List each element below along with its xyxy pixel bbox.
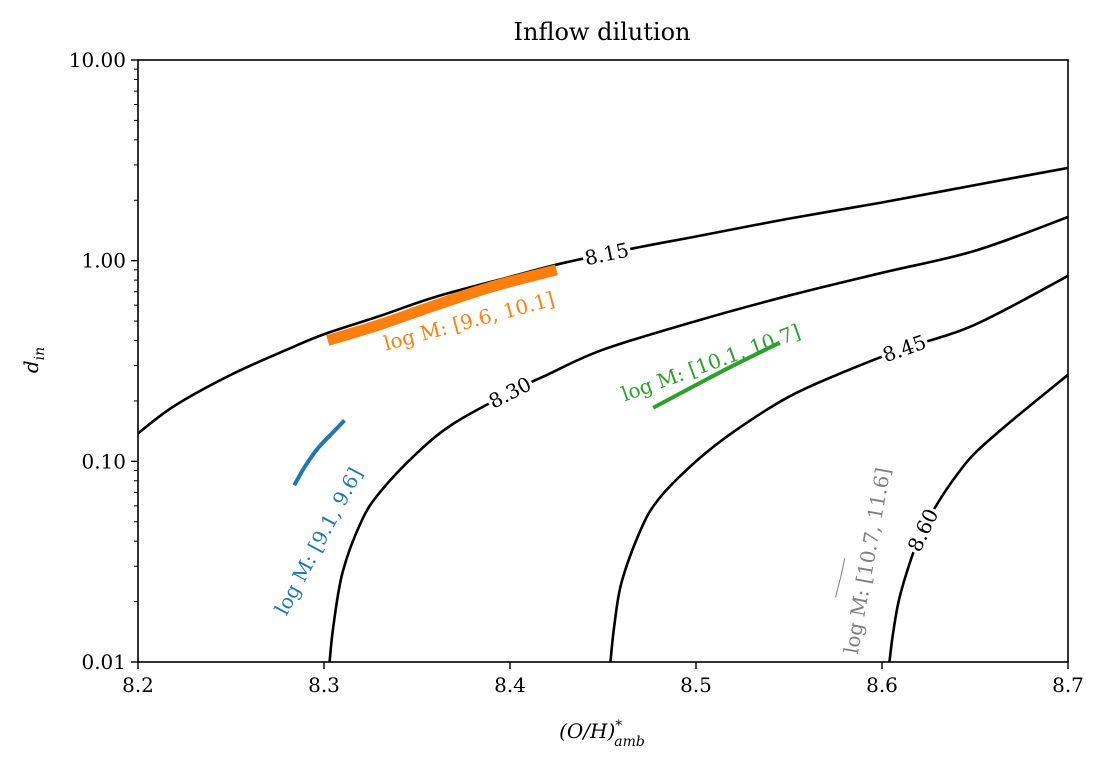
series-label-3: log M: [10.7, 11.6] [839, 466, 895, 656]
contour-label-8.45: 8.45 [879, 330, 929, 367]
x-axis-label: (O/H)* amb [559, 718, 645, 750]
y-tick-label-0: 0.01 [81, 650, 126, 674]
x-tick-label-5: 8.7 [1052, 673, 1084, 697]
contour-line-8.15 [138, 166, 1068, 435]
contour-label-8.60: 8.60 [903, 505, 944, 556]
plot-frame [137, 59, 1069, 663]
contour-label-bg-8.30 [483, 371, 537, 414]
y-axis-label: din [19, 347, 48, 373]
y-tick-label-1: 0.10 [81, 449, 126, 473]
x-tick-label-3: 8.5 [680, 673, 712, 697]
x-tick-label-4: 8.6 [866, 673, 898, 697]
series-line-2 [652, 340, 781, 410]
series-line-3 [835, 557, 846, 598]
chart-title: Inflow dilution [514, 18, 691, 46]
x-axis-label-sub: amb [614, 734, 645, 750]
axes: 8.2 8.3 8.4 8.5 8.6 8.7 0.01 0.10 1.00 10.00 [69, 48, 1084, 697]
series-line-1 [326, 264, 558, 346]
x-tick-label-2: 8.4 [494, 673, 526, 697]
contour-line-8.30 [328, 215, 1068, 662]
x-tick-label-0: 8.2 [122, 673, 154, 697]
x-tick-label-1: 8.3 [308, 673, 340, 697]
y-axis-label-sub: in [32, 347, 48, 361]
contour-label-bg-8.45 [878, 330, 931, 367]
contour-label-8.15: 8.15 [582, 238, 630, 271]
contour-label-bg-8.15 [580, 238, 633, 270]
y-tick-label-3: 10.00 [69, 48, 126, 72]
contour-label-bg-8.60 [902, 503, 944, 557]
y-axis-label-main: d [19, 360, 43, 373]
x-axis-label-sup: * [615, 718, 622, 734]
contour-line-8.60 [888, 373, 1068, 662]
series-label-2: log M: [10.1, 10.7] [618, 319, 803, 406]
y-tick-label-2: 1.00 [81, 249, 126, 273]
x-axis-label-main: (O/H) [559, 719, 615, 743]
series-line-0 [292, 418, 346, 487]
contour-line-8.45 [609, 274, 1068, 662]
